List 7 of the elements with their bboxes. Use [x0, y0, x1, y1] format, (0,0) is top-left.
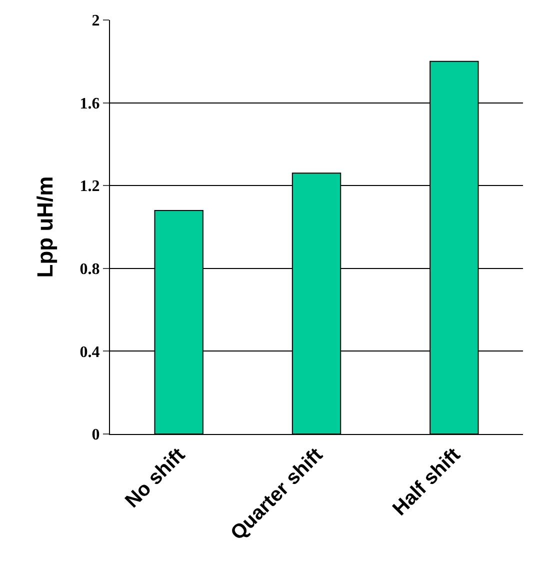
y-tick-label: 2 — [92, 12, 100, 30]
y-axis-title: Lpp uH/m — [32, 176, 58, 278]
y-tick-label: 0 — [92, 426, 100, 444]
y-tick-label: 0.4 — [80, 344, 100, 361]
y-tick-label: 1.6 — [80, 95, 100, 112]
y-tick-label: 1.2 — [80, 178, 100, 196]
y-tick-label: 0.8 — [80, 261, 100, 278]
